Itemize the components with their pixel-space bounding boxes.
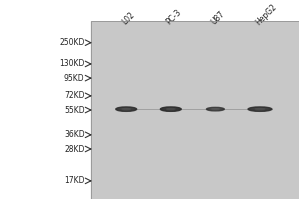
Ellipse shape — [122, 108, 130, 110]
Ellipse shape — [212, 109, 219, 110]
Text: 72KD: 72KD — [64, 91, 85, 100]
Text: 28KD: 28KD — [64, 145, 85, 154]
Ellipse shape — [248, 107, 272, 111]
Text: 250KD: 250KD — [59, 38, 85, 47]
Ellipse shape — [255, 108, 265, 110]
Text: 130KD: 130KD — [59, 59, 85, 68]
Text: HepG2: HepG2 — [254, 2, 278, 27]
Ellipse shape — [167, 108, 175, 110]
Bar — [91, 21, 298, 199]
Text: 55KD: 55KD — [64, 106, 85, 115]
Text: 17KD: 17KD — [64, 176, 85, 185]
Ellipse shape — [116, 107, 136, 111]
Text: 36KD: 36KD — [64, 130, 85, 139]
Bar — [91, 21, 298, 199]
Ellipse shape — [160, 107, 181, 111]
Text: PC-3: PC-3 — [164, 8, 183, 27]
Ellipse shape — [206, 107, 224, 111]
Text: 95KD: 95KD — [64, 74, 85, 83]
Text: U87: U87 — [209, 10, 226, 27]
Text: L02: L02 — [120, 11, 136, 27]
